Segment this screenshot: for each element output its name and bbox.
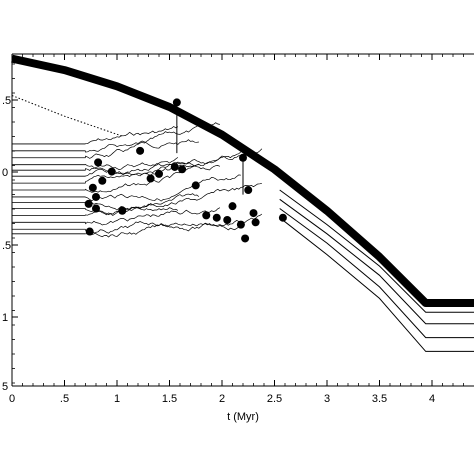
tail-track [279, 189, 474, 313]
evolution-track [85, 182, 262, 211]
merger-point [107, 167, 116, 176]
merger-point [85, 227, 94, 236]
evolution-track [85, 139, 199, 153]
merger-point [98, 176, 107, 185]
merger-point [94, 158, 103, 167]
x-tick-label: 0 [9, 393, 15, 405]
y-tick-label: 1 [2, 312, 8, 324]
x-tick-label: .5 [60, 393, 69, 405]
y-tick-label: 5 [2, 381, 8, 393]
merger-point [241, 234, 250, 243]
tail-track [279, 208, 474, 339]
merger-point [118, 206, 127, 215]
merger-point [136, 146, 145, 155]
evolution-track [85, 222, 241, 238]
evolution-track [85, 157, 179, 177]
merger-point [191, 181, 200, 190]
merger-point [244, 186, 253, 195]
merger-point [249, 209, 258, 218]
merger-point [170, 162, 179, 171]
tail-track [279, 217, 474, 352]
ejection-point [172, 98, 181, 107]
x-tick-label: 2 [219, 393, 225, 405]
plot-area [11, 54, 474, 352]
x-tick-label: 1.5 [162, 393, 177, 405]
y-tick-label: 0 [2, 167, 8, 179]
merger-point [178, 165, 187, 174]
evolution-track [85, 122, 220, 159]
merger-point [228, 202, 237, 211]
merger-point [212, 213, 221, 222]
merger-point [251, 218, 260, 227]
x-tick-label: 1 [114, 393, 120, 405]
x-tick-label: 4 [429, 393, 435, 405]
merger-point [146, 174, 155, 183]
x-tick-label: 3.5 [372, 393, 387, 405]
evolution-track [85, 161, 200, 184]
merger-point [84, 199, 93, 208]
tail-track [279, 198, 474, 325]
x-tick-label: 2.5 [267, 393, 282, 405]
x-axis-title: t (Myr) [227, 411, 259, 423]
evolution-track [85, 126, 179, 145]
x-tick-label: 3 [324, 393, 330, 405]
evolution-track [85, 207, 221, 226]
evolution-track [85, 193, 200, 216]
merger-point [202, 211, 211, 220]
y-tick-label: .5 [2, 240, 11, 252]
merger-point [236, 220, 245, 229]
thick-curve [11, 54, 474, 307]
dotted-curve [11, 95, 123, 137]
evolution-track [85, 213, 263, 236]
evolution-track [85, 174, 241, 202]
ejection-point [239, 153, 247, 162]
merger-point [155, 169, 163, 178]
merger-point [92, 192, 100, 201]
axes: 0 .5 1 1.5 2 2.5 3 3.5 4 .5 0 .5 1 5 t (Myr) [2, 53, 474, 423]
merger-point [88, 183, 97, 192]
merger-point [223, 216, 232, 224]
evolution-track [85, 148, 263, 171]
merger-point [92, 204, 100, 213]
y-tick-label: .5 [2, 95, 11, 107]
merger-point [278, 213, 287, 222]
